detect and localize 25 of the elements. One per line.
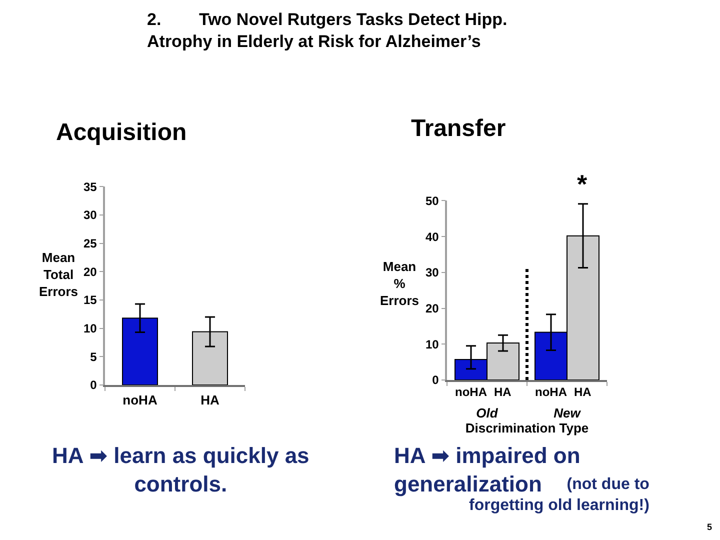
y-tick-label: 50 bbox=[425, 194, 440, 208]
y-tick-label: 20 bbox=[83, 264, 98, 279]
text: HA ➡ learn as quickly as controls. bbox=[52, 443, 310, 497]
y-tick-label: 10 bbox=[83, 322, 98, 336]
y-tick-label: 25 bbox=[83, 236, 98, 251]
text: * bbox=[577, 169, 588, 199]
y-tick-label: 35 bbox=[83, 180, 98, 194]
y-tick-label: 30 bbox=[425, 266, 440, 280]
y-axis-title: Mean % Errors bbox=[380, 259, 420, 308]
y-tick-label: 20 bbox=[425, 301, 440, 316]
x-tick-label: Old bbox=[476, 405, 499, 420]
text: 5 bbox=[707, 522, 712, 532]
y-tick-label: 30 bbox=[83, 208, 98, 222]
y-axis-title: Mean Total Errors bbox=[39, 250, 78, 299]
text: 2. Two Novel Rutgers Tasks Detect Hipp. Atrophy in Elderly at Risk for Alzheimer’s bbox=[147, 10, 508, 52]
y-tick-label: 5 bbox=[90, 350, 98, 364]
y-tick-label: 40 bbox=[425, 230, 440, 244]
chart-title: Transfer bbox=[411, 115, 506, 142]
y-tick-label: 0 bbox=[432, 373, 440, 388]
y-tick-label: 10 bbox=[425, 337, 440, 352]
chart-title: Acquisition bbox=[56, 119, 187, 146]
y-tick-label: 15 bbox=[83, 293, 98, 308]
x-axis-title: Discrimination Type bbox=[465, 420, 589, 436]
x-tick-label: New bbox=[554, 405, 582, 420]
y-tick-label: 0 bbox=[90, 378, 98, 392]
